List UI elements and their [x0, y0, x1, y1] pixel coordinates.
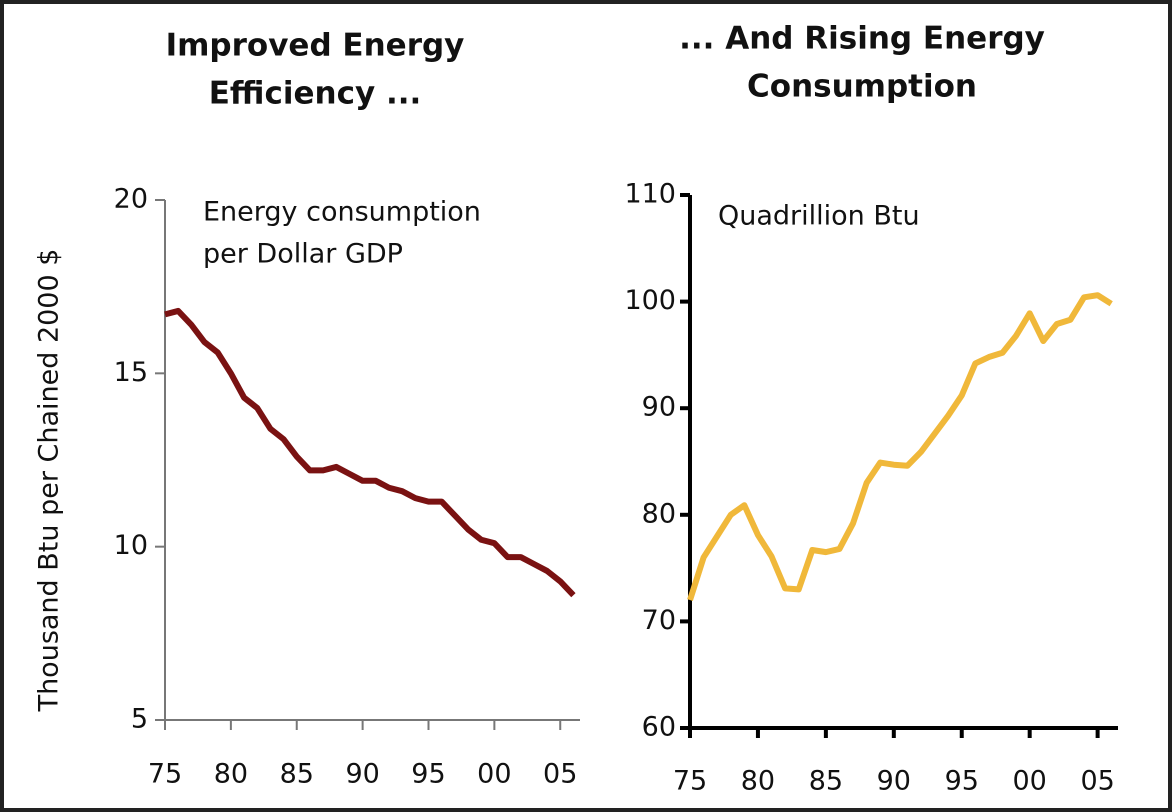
y-tick-label: 15 — [114, 357, 148, 388]
data-line — [687, 292, 1113, 601]
x-tick-label: 95 — [411, 759, 445, 790]
y-axis-label: Thousand Btu per Chained 2000 $ — [34, 249, 65, 713]
x-tick-label: 90 — [345, 759, 379, 790]
y-tick-label: 5 — [131, 704, 148, 735]
chart-title: Improved Energy — [166, 28, 465, 64]
chart-title: Efficiency ... — [209, 76, 422, 112]
x-tick-label: 80 — [741, 766, 775, 797]
chart-title: ... And Rising Energy — [679, 21, 1045, 57]
x-tick-label: 95 — [945, 766, 979, 797]
chart-title: Consumption — [747, 69, 977, 105]
y-tick-label: 80 — [642, 498, 676, 529]
x-tick-label: 00 — [477, 759, 511, 790]
x-tick-label: 85 — [280, 759, 314, 790]
annotation: Energy consumption — [203, 197, 481, 228]
x-tick-label: 85 — [809, 766, 843, 797]
x-tick-label: 75 — [673, 766, 707, 797]
x-tick-label: 00 — [1013, 766, 1047, 797]
annotation: Quadrillion Btu — [718, 201, 920, 232]
y-tick-label: 100 — [624, 285, 676, 316]
y-tick-label: 70 — [642, 605, 676, 636]
x-tick-label: 05 — [1080, 766, 1114, 797]
annotation: per Dollar GDP — [203, 239, 403, 270]
x-tick-label: 75 — [148, 759, 182, 790]
y-tick-label: 20 — [114, 184, 148, 215]
x-tick-label: 90 — [877, 766, 911, 797]
x-tick-label: 80 — [214, 759, 248, 790]
x-tick-label: 05 — [543, 759, 577, 790]
data-line — [164, 307, 576, 598]
y-tick-label: 90 — [642, 392, 676, 423]
y-tick-label: 110 — [624, 179, 676, 210]
y-tick-label: 60 — [642, 712, 676, 743]
y-tick-label: 10 — [114, 530, 148, 561]
